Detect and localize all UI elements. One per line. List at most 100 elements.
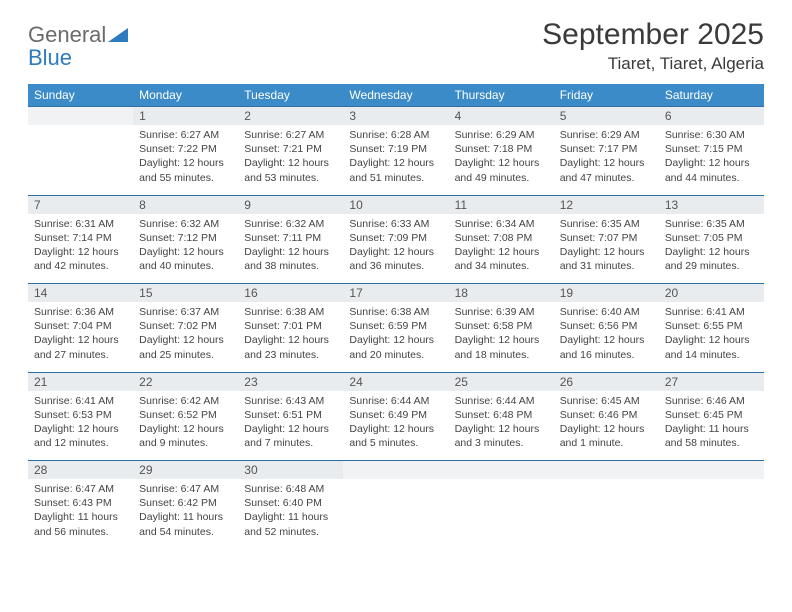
day-number-cell: 8	[133, 195, 238, 214]
day-info-line: and 34 minutes.	[455, 259, 548, 273]
day-content-row: Sunrise: 6:41 AMSunset: 6:53 PMDaylight:…	[28, 391, 764, 461]
day-info-line: Daylight: 12 hours	[349, 245, 442, 259]
day-number-cell	[554, 461, 659, 480]
day-info-line: Daylight: 12 hours	[455, 333, 548, 347]
day-content-cell: Sunrise: 6:29 AMSunset: 7:18 PMDaylight:…	[449, 125, 554, 195]
day-content-cell: Sunrise: 6:45 AMSunset: 6:46 PMDaylight:…	[554, 391, 659, 461]
day-info-line: and 18 minutes.	[455, 348, 548, 362]
day-info-line: Sunrise: 6:27 AM	[244, 128, 337, 142]
day-number-cell: 17	[343, 284, 448, 303]
day-info-line: Daylight: 12 hours	[560, 333, 653, 347]
day-info-line: Sunset: 7:14 PM	[34, 231, 127, 245]
day-number-cell	[449, 461, 554, 480]
day-content-cell: Sunrise: 6:39 AMSunset: 6:58 PMDaylight:…	[449, 302, 554, 372]
day-info-line: Sunrise: 6:44 AM	[455, 394, 548, 408]
day-number-cell: 14	[28, 284, 133, 303]
day-info-line: and 56 minutes.	[34, 525, 127, 539]
day-info-line: and 27 minutes.	[34, 348, 127, 362]
day-content-cell: Sunrise: 6:27 AMSunset: 7:22 PMDaylight:…	[133, 125, 238, 195]
day-info-line: Daylight: 12 hours	[665, 333, 758, 347]
day-info-line: and 36 minutes.	[349, 259, 442, 273]
day-info-line: Sunset: 7:09 PM	[349, 231, 442, 245]
day-number-cell: 9	[238, 195, 343, 214]
day-content-row: Sunrise: 6:31 AMSunset: 7:14 PM Daylight:…	[28, 214, 764, 284]
day-info-line: and 38 minutes.	[244, 259, 337, 273]
day-number-row: 14151617181920	[28, 284, 764, 303]
calendar-page: General Blue September 2025 Tiaret, Tiar…	[0, 0, 792, 567]
day-info-line: and 52 minutes.	[244, 525, 337, 539]
weekday-header-row: Sunday Monday Tuesday Wednesday Thursday…	[28, 84, 764, 107]
day-info-line: and 23 minutes.	[244, 348, 337, 362]
day-info-line: and 20 minutes.	[349, 348, 442, 362]
day-info-line: Sunset: 6:51 PM	[244, 408, 337, 422]
day-info-line: Sunrise: 6:28 AM	[349, 128, 442, 142]
day-number-cell: 6	[659, 107, 764, 126]
weekday-header: Tuesday	[238, 84, 343, 107]
day-number-cell: 19	[554, 284, 659, 303]
day-content-cell	[343, 479, 448, 549]
day-info-line: Sunset: 6:45 PM	[665, 408, 758, 422]
day-info-line: Sunrise: 6:41 AM	[34, 394, 127, 408]
day-info-line: Sunrise: 6:35 AM	[560, 217, 653, 231]
day-number-cell: 29	[133, 461, 238, 480]
day-number-cell: 11	[449, 195, 554, 214]
day-info-line: and 31 minutes.	[560, 259, 653, 273]
day-number-cell: 16	[238, 284, 343, 303]
logo-triangle-icon	[108, 28, 128, 42]
day-info-line: Sunset: 6:56 PM	[560, 319, 653, 333]
day-info-line: and 14 minutes.	[665, 348, 758, 362]
day-info-line: Sunrise: 6:41 AM	[665, 305, 758, 319]
day-number-cell: 3	[343, 107, 448, 126]
day-info-line: Daylight: 12 hours	[34, 422, 127, 436]
day-info-line: Sunset: 7:11 PM	[244, 231, 337, 245]
day-info-line: Daylight: 12 hours	[244, 422, 337, 436]
day-info-line: Sunset: 6:53 PM	[34, 408, 127, 422]
day-content-cell: Sunrise: 6:30 AMSunset: 7:15 PMDaylight:…	[659, 125, 764, 195]
day-info-line: Sunset: 6:55 PM	[665, 319, 758, 333]
brand-logo: General Blue	[28, 18, 128, 70]
day-info-line: Sunrise: 6:33 AM	[349, 217, 442, 231]
day-info-line: Sunrise: 6:44 AM	[349, 394, 442, 408]
day-number-cell: 4	[449, 107, 554, 126]
calendar-body: 123456Sunrise: 6:27 AMSunset: 7:22 PMDay…	[28, 107, 764, 550]
day-info-line: Sunset: 6:59 PM	[349, 319, 442, 333]
page-header: General Blue September 2025 Tiaret, Tiar…	[28, 18, 764, 74]
day-info-line: Sunrise: 6:48 AM	[244, 482, 337, 496]
day-info-line: Sunrise: 6:39 AM	[455, 305, 548, 319]
day-info-line: and 47 minutes.	[560, 171, 653, 185]
day-info-line: and 49 minutes.	[455, 171, 548, 185]
day-number-cell: 20	[659, 284, 764, 303]
day-content-cell	[449, 479, 554, 549]
day-content-cell: Sunrise: 6:46 AMSunset: 6:45 PMDaylight:…	[659, 391, 764, 461]
day-content-cell: Sunrise: 6:42 AMSunset: 6:52 PMDaylight:…	[133, 391, 238, 461]
weekday-header: Thursday	[449, 84, 554, 107]
day-info-line: Sunset: 7:18 PM	[455, 142, 548, 156]
day-info-line: Sunset: 6:58 PM	[455, 319, 548, 333]
month-title: September 2025	[542, 18, 764, 52]
day-number-cell	[659, 461, 764, 480]
day-info-line: Daylight: 12 hours	[244, 245, 337, 259]
day-info-line: Sunset: 6:49 PM	[349, 408, 442, 422]
day-number-row: 123456	[28, 107, 764, 126]
day-number-cell: 25	[449, 372, 554, 391]
day-number-cell: 13	[659, 195, 764, 214]
day-info-line: Daylight: 12 hours	[349, 422, 442, 436]
day-content-cell: Sunrise: 6:41 AMSunset: 6:53 PMDaylight:…	[28, 391, 133, 461]
day-info-line: Sunrise: 6:29 AM	[560, 128, 653, 142]
day-info-line: and 40 minutes.	[139, 259, 232, 273]
logo-word-2: Blue	[28, 45, 72, 70]
day-number-cell: 30	[238, 461, 343, 480]
day-info-line: Sunrise: 6:31 AM	[34, 217, 127, 231]
day-content-cell: Sunrise: 6:33 AMSunset: 7:09 PMDaylight:…	[343, 214, 448, 284]
day-info-line: Daylight: 12 hours	[139, 156, 232, 170]
day-content-cell: Sunrise: 6:34 AMSunset: 7:08 PMDaylight:…	[449, 214, 554, 284]
day-number-cell: 26	[554, 372, 659, 391]
day-info-line: Sunrise: 6:27 AM	[139, 128, 232, 142]
day-info-line: Sunrise: 6:38 AM	[244, 305, 337, 319]
day-number-cell: 18	[449, 284, 554, 303]
day-info-line: Sunset: 7:01 PM	[244, 319, 337, 333]
day-info-line: and 25 minutes.	[139, 348, 232, 362]
day-info-line: Sunset: 6:40 PM	[244, 496, 337, 510]
day-info-line: Daylight: 12 hours	[139, 422, 232, 436]
day-info-line: Sunset: 6:46 PM	[560, 408, 653, 422]
